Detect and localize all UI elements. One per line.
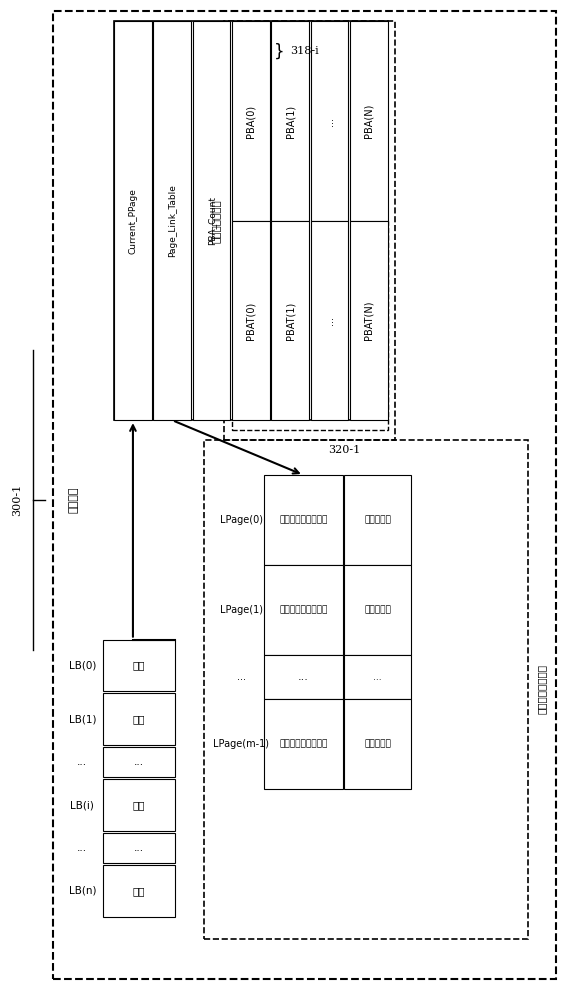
Text: ...: ...	[77, 757, 87, 767]
Text: ...: ...	[325, 117, 335, 126]
Bar	[345, 699, 411, 789]
Bar	[103, 865, 175, 917]
Bar	[204, 440, 528, 939]
Text: PBA(0): PBA(0)	[246, 104, 256, 138]
Bar	[103, 779, 175, 831]
Text: LB(i): LB(i)	[70, 800, 94, 810]
Text: ...: ...	[77, 843, 87, 853]
Text: LPage(0): LPage(0)	[220, 515, 263, 525]
Bar	[345, 565, 411, 655]
Bar	[264, 565, 343, 655]
Text: PBA_Count: PBA_Count	[207, 196, 216, 245]
Bar	[345, 655, 411, 699]
Text: Current_PPage: Current_PPage	[128, 188, 138, 254]
Bar	[345, 475, 411, 565]
Bar	[153, 21, 191, 420]
Text: PBAT(1): PBAT(1)	[285, 301, 295, 340]
Text: 318-i: 318-i	[290, 46, 319, 56]
Text: LB(1): LB(1)	[69, 714, 96, 724]
Text: PBA(N): PBA(N)	[364, 104, 374, 138]
Text: 指标: 指标	[132, 714, 145, 724]
Text: 实体区块地址表索引: 实体区块地址表索引	[279, 605, 328, 614]
Bar	[232, 21, 270, 221]
Text: PBAT(0): PBAT(0)	[246, 301, 256, 340]
Text: ...: ...	[325, 316, 335, 325]
Bar	[114, 21, 388, 420]
Bar	[232, 221, 388, 430]
Text: 实体区块地址表: 实体区块地址表	[210, 199, 220, 243]
Text: LPage(m-1): LPage(m-1)	[213, 739, 270, 749]
Bar	[103, 747, 175, 777]
Text: ...: ...	[373, 673, 382, 682]
Text: LPage(1): LPage(1)	[220, 605, 263, 615]
Bar	[350, 21, 388, 221]
Text: 逻辑实体页链接表: 逻辑实体页链接表	[537, 664, 547, 714]
Text: 实体页地址: 实体页地址	[364, 515, 391, 524]
Text: PBAT(N): PBAT(N)	[364, 301, 374, 340]
Bar	[232, 221, 270, 420]
Bar	[103, 640, 175, 691]
Bar	[103, 693, 175, 745]
Text: Page_Link_Table: Page_Link_Table	[168, 184, 177, 257]
Bar	[350, 221, 388, 420]
Text: 实体区块地址表索引: 实体区块地址表索引	[279, 740, 328, 749]
Bar	[264, 699, 343, 789]
Bar	[224, 21, 394, 440]
Bar	[271, 221, 309, 420]
Bar	[311, 221, 349, 420]
Text: 链接信息: 链接信息	[69, 487, 78, 513]
Text: ...: ...	[134, 843, 144, 853]
Text: 指标: 指标	[132, 800, 145, 810]
Text: LB(0): LB(0)	[69, 661, 96, 671]
Bar	[53, 11, 557, 979]
Bar	[103, 833, 175, 863]
Text: 300-1: 300-1	[12, 484, 22, 516]
Bar	[264, 655, 343, 699]
Text: PBA(1): PBA(1)	[285, 104, 295, 138]
Text: 指标: 指标	[132, 661, 145, 671]
Text: ...: ...	[134, 757, 144, 767]
Text: }: }	[274, 42, 285, 60]
Bar	[193, 21, 230, 420]
Text: 实体区块地址表索引: 实体区块地址表索引	[279, 515, 328, 524]
Text: 实体页地址: 实体页地址	[364, 605, 391, 614]
Text: 指标: 指标	[132, 886, 145, 896]
Bar	[264, 475, 343, 565]
Text: LB(n): LB(n)	[69, 886, 96, 896]
Text: ...: ...	[237, 672, 246, 682]
Text: 320-1: 320-1	[328, 445, 360, 455]
Text: 实体页地址: 实体页地址	[364, 740, 391, 749]
Bar	[271, 21, 309, 221]
Bar	[114, 21, 152, 420]
Text: ...: ...	[298, 672, 309, 682]
Bar	[311, 21, 349, 221]
